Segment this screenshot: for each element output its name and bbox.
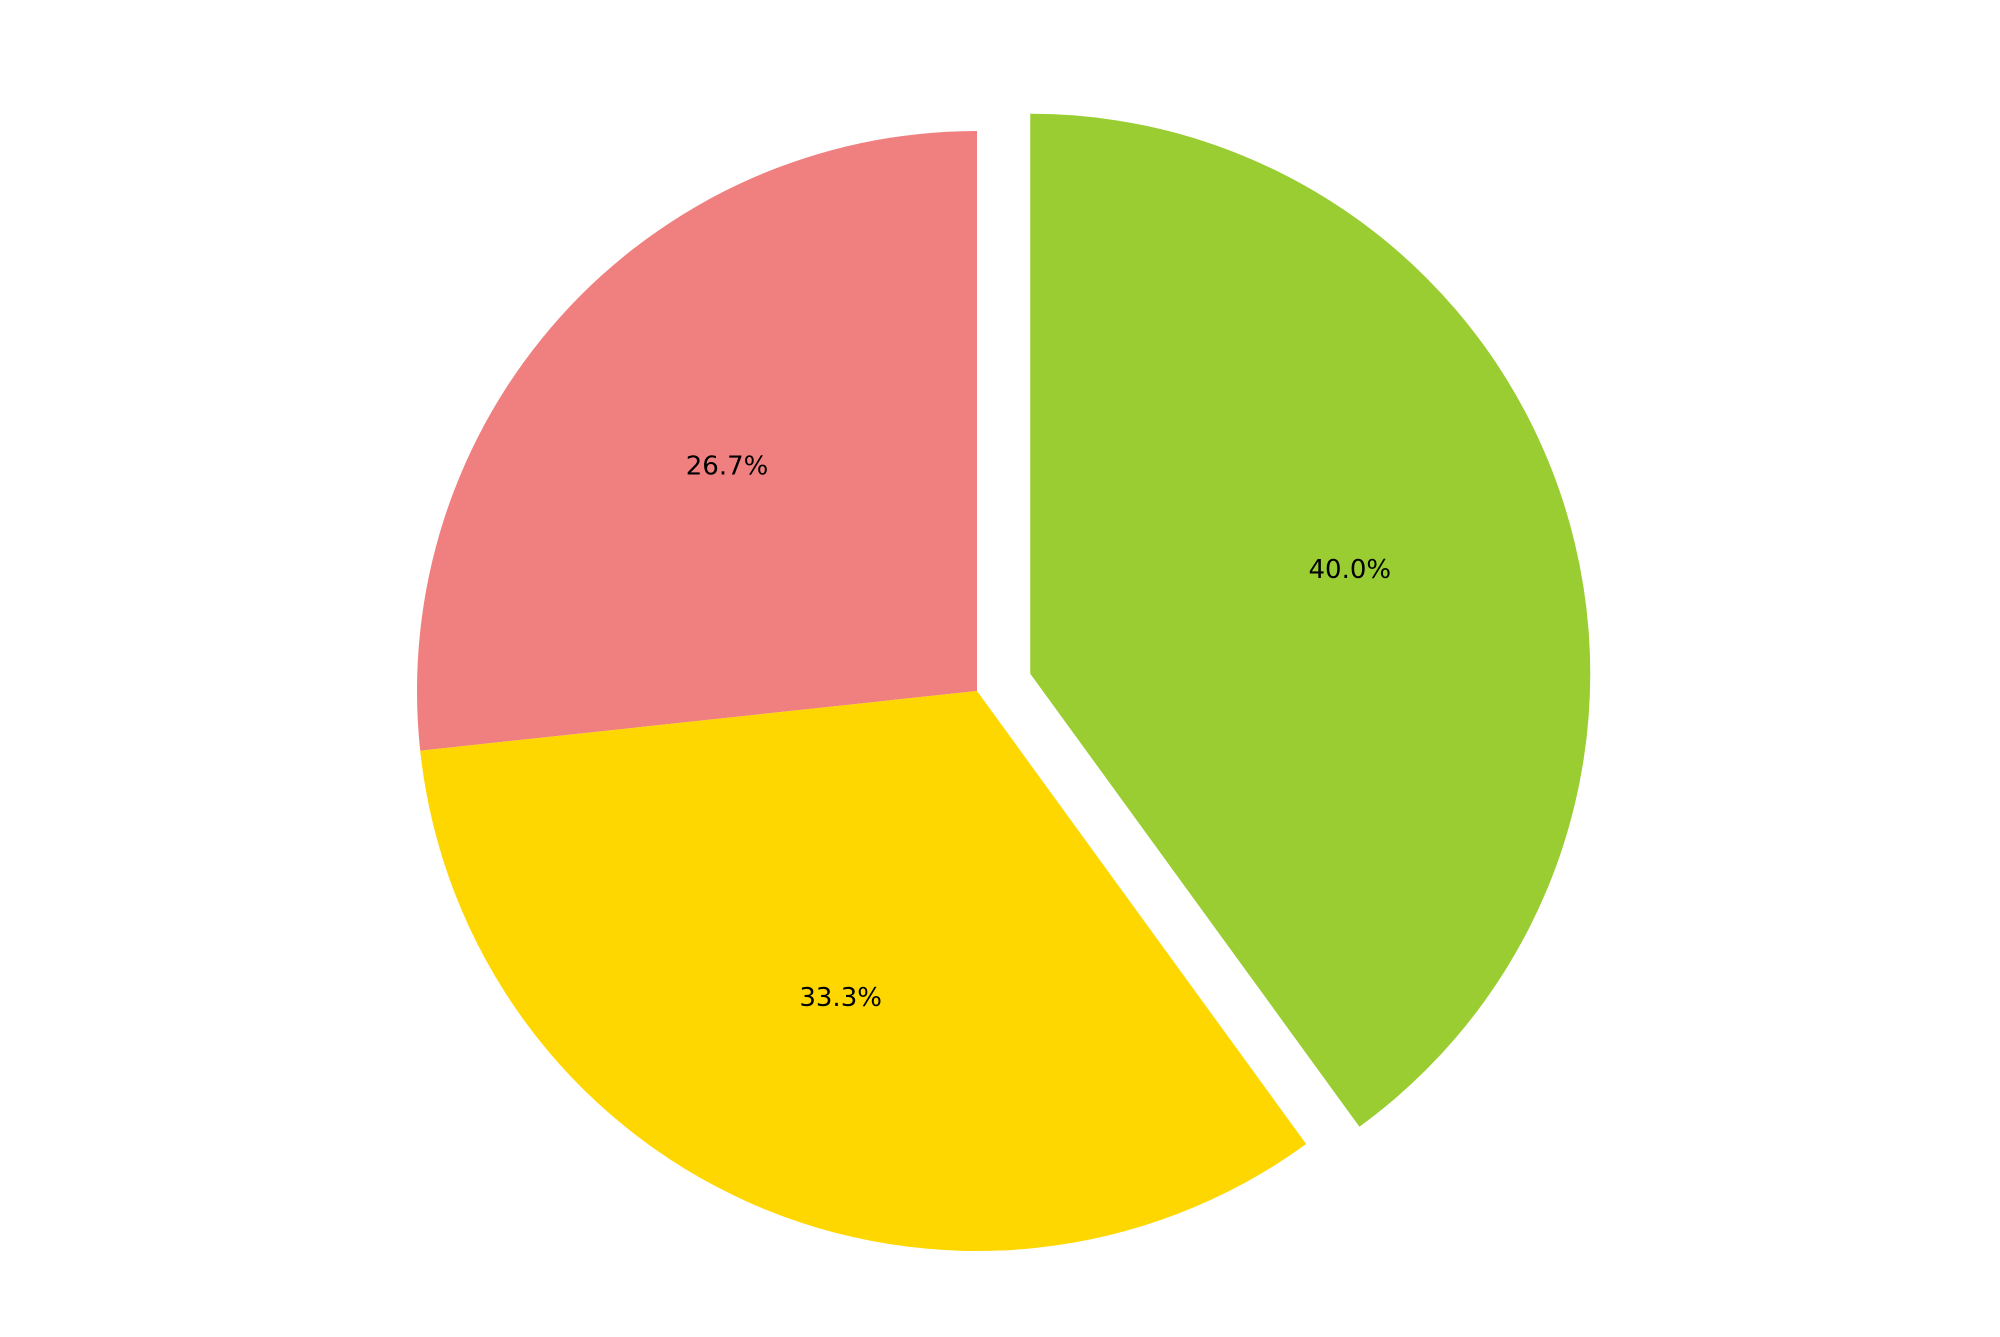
pie-slice-0 xyxy=(417,131,977,751)
pie-slice-label-0: 26.7% xyxy=(686,451,769,481)
labels-layer: 26.7% 33.3% 40.0% xyxy=(686,451,1391,1013)
slices-layer xyxy=(417,113,1591,1251)
pie-slice-label-1: 33.3% xyxy=(799,983,882,1013)
pie-slice-label-2: 40.0% xyxy=(1309,555,1392,585)
pie-slice-2 xyxy=(1030,113,1591,1127)
pie-slice-1 xyxy=(420,691,1307,1251)
